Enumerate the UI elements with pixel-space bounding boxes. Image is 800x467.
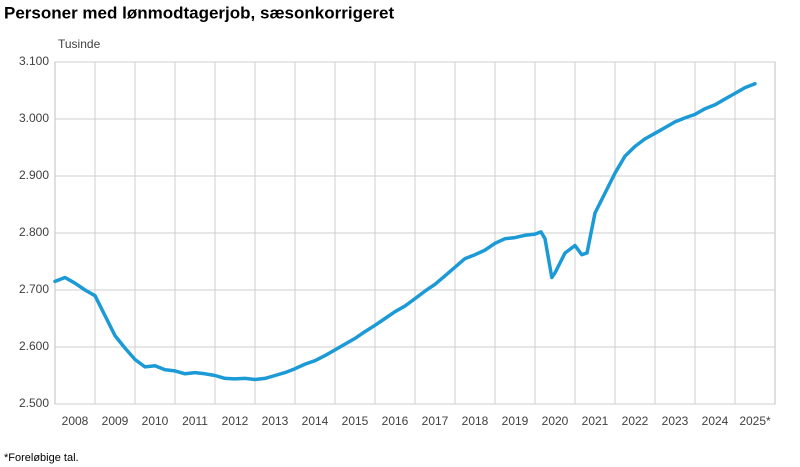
y-tick-label: 2.800 (19, 225, 49, 239)
y-tick-label: 2.900 (19, 168, 49, 182)
x-tick-label: 2019 (502, 414, 529, 428)
x-tick-label: 2015 (342, 414, 369, 428)
y-tick-label: 3.100 (19, 54, 49, 68)
data-line (53, 81, 757, 382)
x-tick-label: 2025* (739, 414, 771, 428)
x-tick-label: 2016 (382, 414, 409, 428)
x-tick-label: 2014 (302, 414, 329, 428)
x-tick-label: 2010 (142, 414, 169, 428)
x-tick-label: 2018 (462, 414, 489, 428)
x-tick-label: 2009 (102, 414, 129, 428)
x-tick-label: 2023 (662, 414, 689, 428)
y-tick-label: 2.600 (19, 339, 49, 353)
x-tick-label: 2013 (262, 414, 289, 428)
y-tick-label: 2.700 (19, 282, 49, 296)
x-tick-label: 2008 (62, 414, 89, 428)
y-tick-label: 3.000 (19, 111, 49, 125)
chart-title: Personer med lønmodtagerjob, sæsonkorrig… (4, 3, 394, 22)
x-tick-label: 2021 (582, 414, 609, 428)
x-tick-label: 2011 (182, 414, 208, 428)
x-tick-label: 2012 (222, 414, 249, 428)
x-tick-label: 2024 (702, 414, 729, 428)
x-tick-label: 2022 (622, 414, 649, 428)
y-axis-label: Tusinde (58, 37, 101, 51)
x-tick-label: 2017 (422, 414, 449, 428)
footnote: *Foreløbige tal. (4, 452, 79, 464)
y-tick-label: 2.500 (19, 396, 49, 410)
x-tick-label: 2020 (542, 414, 569, 428)
